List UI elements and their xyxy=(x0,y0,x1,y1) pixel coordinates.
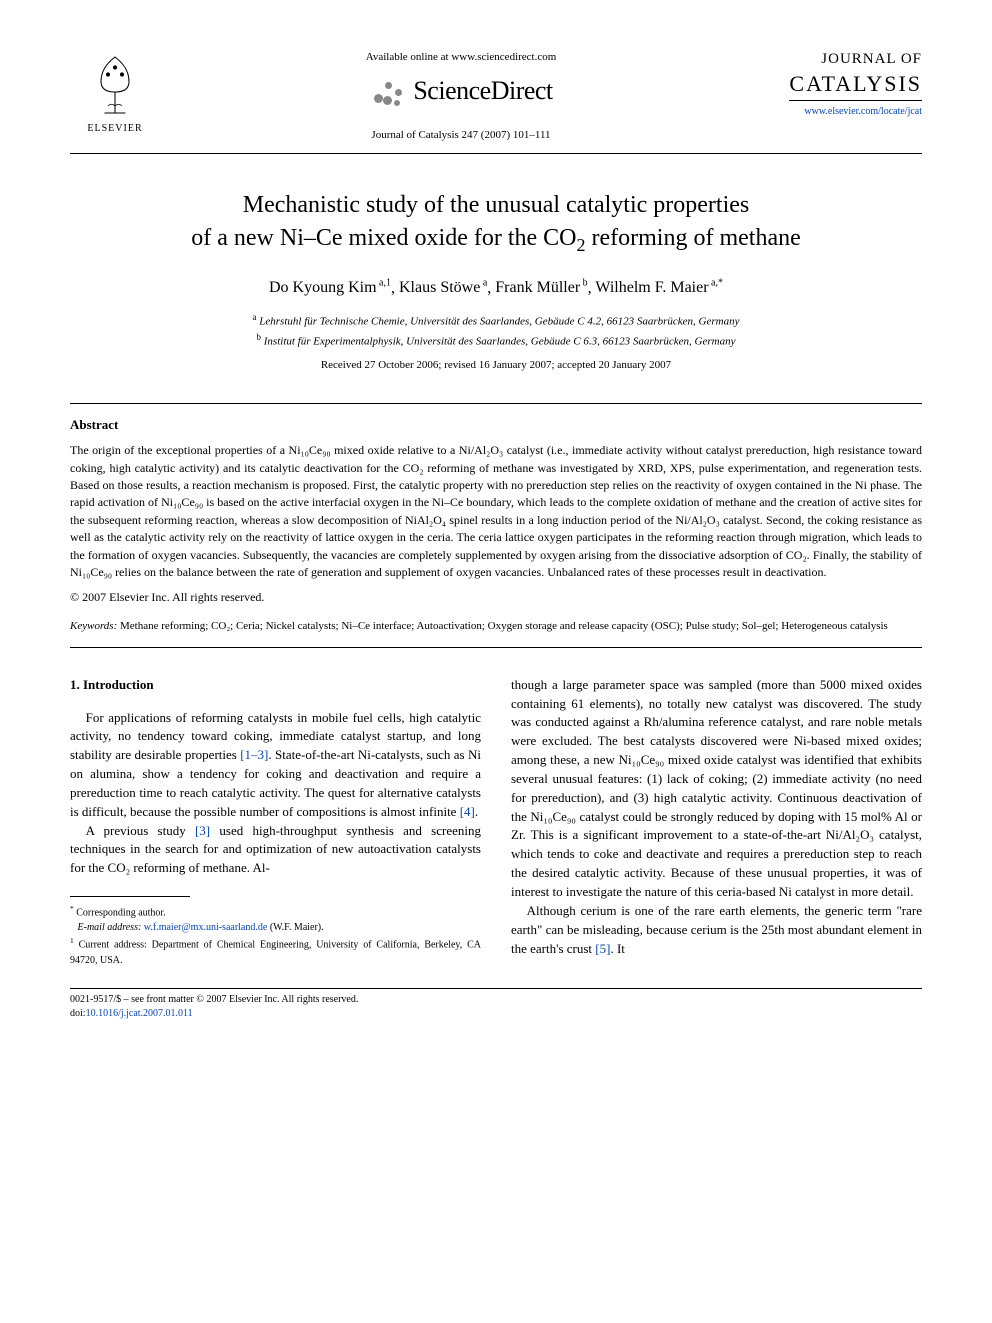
elsevier-label: ELSEVIER xyxy=(87,122,142,136)
journal-title-line2: CATALYSIS xyxy=(789,70,922,102)
journal-title-line1: JOURNAL OF xyxy=(762,50,922,70)
elsevier-logo-block: ELSEVIER xyxy=(70,50,160,136)
title-line2-after: reforming of methane xyxy=(586,225,801,251)
author-3: Frank Müller b xyxy=(495,279,587,296)
footnote-corresponding: * Corresponding author. xyxy=(70,903,481,920)
abstract-body: The origin of the exceptional properties… xyxy=(70,442,922,581)
affiliations: a Lehrstuhl für Technische Chemie, Unive… xyxy=(70,311,922,349)
right-column: though a large parameter space was sampl… xyxy=(511,676,922,968)
sciencedirect-text: ScienceDirect xyxy=(413,73,552,109)
header-center: Available online at www.sciencedirect.co… xyxy=(160,50,762,143)
footer-left: 0021-9517/$ – see front matter © 2007 El… xyxy=(70,993,358,1021)
available-online-text: Available online at www.sciencedirect.co… xyxy=(160,50,762,65)
journal-url-link[interactable]: www.elsevier.com/locate/jcat xyxy=(762,105,922,119)
title-sub: 2 xyxy=(577,234,586,254)
two-column-body: 1. Introduction For applications of refo… xyxy=(70,676,922,968)
paper-title: Mechanistic study of the unusual catalyt… xyxy=(70,189,922,256)
footnote-separator xyxy=(70,896,190,897)
journal-title-block: JOURNAL OF CATALYSIS www.elsevier.com/lo… xyxy=(762,50,922,119)
footnote-email: E-mail address: w.f.maier@mx.uni-saarlan… xyxy=(70,920,481,935)
affiliation-a: Lehrstuhl für Technische Chemie, Univers… xyxy=(259,316,739,328)
authors-line: Do Kyoung Kim a,1, Klaus Stöwe a, Frank … xyxy=(70,277,922,300)
keywords-line: Keywords: Methane reforming; CO₂; Ceria;… xyxy=(70,618,922,635)
author-2: Klaus Stöwe a xyxy=(399,279,487,296)
elsevier-tree-icon xyxy=(80,50,150,120)
journal-reference: Journal of Catalysis 247 (2007) 101–111 xyxy=(160,128,762,143)
title-line1: Mechanistic study of the unusual catalyt… xyxy=(243,192,750,218)
left-column: 1. Introduction For applications of refo… xyxy=(70,676,481,968)
page-footer: 0021-9517/$ – see front matter © 2007 El… xyxy=(70,988,922,1021)
affiliation-b: Institut für Experimentalphysik, Univers… xyxy=(264,335,736,347)
divider-bottom xyxy=(70,647,922,648)
email-link[interactable]: w.f.maier@mx.uni-saarland.de xyxy=(144,922,268,933)
sciencedirect-logo: ScienceDirect xyxy=(160,73,762,109)
intro-para-3: though a large parameter space was sampl… xyxy=(511,676,922,902)
keywords-text: Methane reforming; CO₂; Ceria; Nickel ca… xyxy=(117,620,888,632)
title-line2-before: of a new Ni–Ce mixed oxide for the CO xyxy=(191,225,576,251)
article-dates: Received 27 October 2006; revised 16 Jan… xyxy=(70,358,922,373)
section-1-heading: 1. Introduction xyxy=(70,676,481,695)
intro-para-1: For applications of reforming catalysts … xyxy=(70,709,481,822)
copyright-line: © 2007 Elsevier Inc. All rights reserved… xyxy=(70,589,922,606)
divider-top xyxy=(70,403,922,404)
doi-label: doi: xyxy=(70,1008,86,1019)
abstract-heading: Abstract xyxy=(70,416,922,434)
footnote-1: 1 Current address: Department of Chemica… xyxy=(70,935,481,967)
author-4: Wilhelm F. Maier a,* xyxy=(595,279,723,296)
doi-link[interactable]: 10.1016/j.jcat.2007.01.011 xyxy=(86,1008,193,1019)
intro-para-2: A previous study [3] used high-throughpu… xyxy=(70,822,481,879)
footnotes: * Corresponding author. E-mail address: … xyxy=(70,903,481,968)
intro-para-4: Although cerium is one of the rare earth… xyxy=(511,902,922,959)
keywords-label: Keywords: xyxy=(70,620,117,632)
sciencedirect-dots-icon xyxy=(369,74,405,110)
journal-header: ELSEVIER Available online at www.science… xyxy=(70,50,922,154)
author-1: Do Kyoung Kim a,1 xyxy=(269,279,391,296)
